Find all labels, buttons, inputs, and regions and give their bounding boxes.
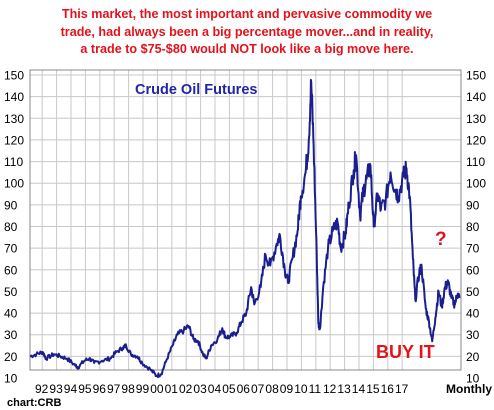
x-tick-label: 99 xyxy=(136,382,150,396)
y-axis-right: 10 20 30 40 50 60 70 80 90 100 110 120 130 140 150 xyxy=(466,69,486,386)
y-tick-label-right: 40 xyxy=(466,307,480,321)
x-tick-label: 93 xyxy=(49,382,63,396)
x-axis: 92 93 94 95 96 97 98 99 00 01 02 03 04 05 06 07 08 09 10 11… xyxy=(35,382,409,396)
y-tick-label-right: 110 xyxy=(466,155,485,169)
y-tick-label-right: 50 xyxy=(466,285,480,299)
chart-title: Crude Oil Futures xyxy=(135,82,257,98)
x-tick-label: 04 xyxy=(208,382,222,396)
buy-it-annotation: BUY IT xyxy=(376,342,435,362)
y-tick-label-left: 140 xyxy=(4,90,24,104)
y-tick-label-left: 40 xyxy=(4,307,18,321)
x-tick-label: 12 xyxy=(323,382,337,396)
question-mark-annotation: ? xyxy=(435,229,447,250)
series-line-crude-oil xyxy=(29,78,461,379)
y-tick-label-right: 100 xyxy=(466,177,486,191)
y-tick-label-left: 100 xyxy=(4,177,24,191)
x-tick-label: 07 xyxy=(251,382,265,396)
plot-frame xyxy=(29,69,462,371)
x-tick-label: 14 xyxy=(352,382,366,396)
y-tick-label-left: 130 xyxy=(4,112,24,126)
y-tick-label-left: 110 xyxy=(4,155,23,169)
x-axis-label: Monthly xyxy=(446,382,492,396)
y-tick-label-right: 20 xyxy=(466,350,480,364)
x-tick-label: 11 xyxy=(309,382,322,396)
x-tick-label: 02 xyxy=(179,382,193,396)
y-tick-label-right: 150 xyxy=(466,69,486,83)
y-tick-label-left: 120 xyxy=(4,133,24,147)
x-tick-label: 03 xyxy=(193,382,207,396)
x-tick-label: 15 xyxy=(366,382,380,396)
y-tick-label-left: 20 xyxy=(4,350,18,364)
x-tick-label: 13 xyxy=(337,382,351,396)
y-tick-label-right: 10 xyxy=(466,372,480,386)
x-tick-label: 16 xyxy=(381,382,395,396)
y-tick-label-left: 70 xyxy=(4,242,18,256)
y-tick-label-right: 60 xyxy=(466,263,480,277)
x-tick-label: 06 xyxy=(237,382,251,396)
x-tick-label: 10 xyxy=(294,382,308,396)
x-tick-label: 00 xyxy=(150,382,164,396)
headline-line-1: This market, the most important and perv… xyxy=(61,7,433,21)
y-tick-label-right: 90 xyxy=(466,198,480,212)
y-tick-label-left: 90 xyxy=(4,198,18,212)
y-tick-label-left: 60 xyxy=(4,263,18,277)
y-tick-label-left: 80 xyxy=(4,220,18,234)
y-axis-left: 10 20 30 40 50 60 70 80 90 100 110 120 130 140 150 xyxy=(4,69,24,386)
chart-credit: chart:CRB xyxy=(7,397,61,409)
y-tick-label-right: 140 xyxy=(466,90,486,104)
x-tick-label: 01 xyxy=(165,382,179,396)
headline-line-2: trade, had always been a big percentage … xyxy=(60,24,434,39)
x-tick-label: 05 xyxy=(222,382,236,396)
x-tick-label: 98 xyxy=(121,382,135,396)
headline-line-3: a trade to $75-$80 would NOT look like a… xyxy=(80,42,414,56)
x-tick-label: 97 xyxy=(107,382,121,396)
x-tick-label: 92 xyxy=(35,382,49,396)
y-tick-label-left: 30 xyxy=(4,328,18,342)
y-tick-label-right: 130 xyxy=(466,112,486,126)
y-tick-label-right: 30 xyxy=(466,328,480,342)
x-tick-label: 94 xyxy=(64,382,78,396)
y-tick-label-right: 70 xyxy=(466,242,480,256)
y-tick-label-left: 10 xyxy=(4,372,18,386)
y-tick-label-right: 120 xyxy=(466,133,486,147)
x-tick-label: 08 xyxy=(265,382,279,396)
y-tick-label-right: 80 xyxy=(466,220,480,234)
x-tick-label: 96 xyxy=(93,382,107,396)
y-tick-label-left: 150 xyxy=(4,69,24,83)
x-tick-label: 17 xyxy=(395,382,409,396)
y-tick-label-left: 50 xyxy=(4,285,18,299)
headline: This market, the most important and perv… xyxy=(0,6,494,59)
x-tick-label: 95 xyxy=(78,382,92,396)
chart-grid xyxy=(30,70,461,370)
x-tick-label: 09 xyxy=(280,382,294,396)
